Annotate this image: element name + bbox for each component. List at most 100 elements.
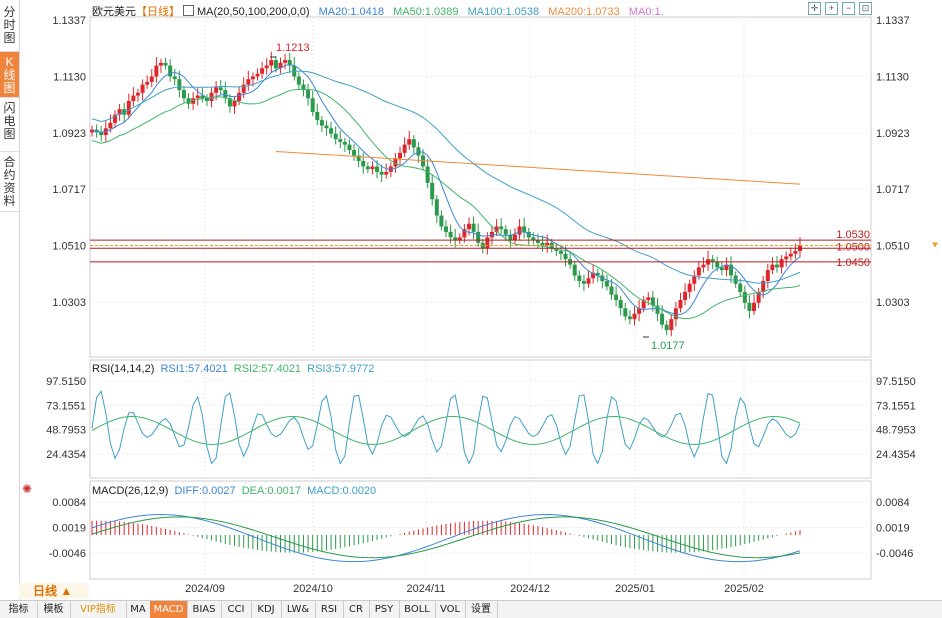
candle-body	[356, 155, 361, 161]
rsi-panel	[89, 359, 872, 479]
candle-body	[586, 278, 591, 284]
indicator-button-14[interactable]: 设置	[465, 601, 498, 618]
candle-body	[701, 264, 706, 268]
current-price-marker-icon	[932, 242, 938, 248]
tab-timeshare[interactable]: 分时图	[0, 0, 19, 52]
macd-settings-icon[interactable]: ✺	[22, 482, 33, 496]
macd-tick-label-right: 0.0019	[876, 523, 910, 535]
candle-body	[310, 98, 315, 112]
price-tick-label: 1.1337	[52, 15, 86, 27]
candle-body	[375, 166, 380, 172]
indicator-button-3[interactable]: MA	[126, 601, 151, 618]
candle-body	[342, 141, 347, 145]
candle-body	[90, 129, 94, 133]
candle-body	[324, 125, 329, 129]
macd-dea-value: DEA:0.0017	[241, 485, 302, 497]
candle-body	[99, 132, 104, 136]
indicator-button-8[interactable]: LW&	[281, 601, 316, 618]
price-tick-label: 1.0923	[52, 128, 86, 140]
tab-contract-info[interactable]: 合约资料	[0, 152, 19, 212]
candle-body	[361, 161, 366, 167]
candle-body	[333, 133, 338, 140]
candle-body	[214, 87, 219, 93]
candle-body	[512, 234, 517, 241]
rsi-tick-label-right: 73.1551	[876, 400, 916, 412]
price-tick-label: 1.1130	[53, 71, 86, 83]
candle-body	[444, 226, 448, 232]
candle-body	[503, 229, 508, 235]
candle-body	[227, 98, 232, 107]
candle-body	[264, 65, 269, 69]
candle-body	[669, 319, 674, 331]
candle-body	[154, 65, 159, 77]
candle-body	[646, 297, 651, 301]
candle-body	[742, 291, 747, 303]
macd-diff-value: DIFF:0.0027	[174, 485, 236, 497]
candle-body	[140, 84, 145, 93]
period-selector[interactable]: 日线 ▲	[19, 583, 89, 599]
candle-body	[352, 150, 357, 156]
low-price-label: 1.0177	[651, 340, 685, 352]
candle-body	[517, 226, 522, 235]
candle-body	[434, 199, 439, 216]
crosshair-icon[interactable]: ✛	[808, 2, 821, 15]
candle-body	[296, 76, 301, 85]
ma50-value: MA50:1.0389	[393, 6, 459, 18]
candle-body	[660, 313, 665, 325]
candle-body	[522, 226, 527, 232]
candle-body	[729, 264, 734, 276]
ma50-line	[91, 88, 801, 320]
candle-body	[204, 98, 209, 101]
indicator-button-12[interactable]: BOLL	[399, 601, 436, 618]
candle-body	[637, 308, 642, 314]
candle-body	[370, 166, 375, 170]
candle-body	[784, 256, 789, 260]
zoom-out-icon[interactable]: −	[842, 2, 855, 15]
tab-flash[interactable]: 闪电图	[0, 98, 19, 152]
candle-body	[301, 84, 306, 91]
candle-body	[756, 291, 761, 303]
macd-tick-label: 0.0084	[52, 497, 86, 509]
candle-body	[338, 139, 343, 142]
candle-body	[384, 171, 389, 175]
left-tab-bar: 分时图 K线图 闪电图 合约资料	[0, 0, 20, 600]
kline-chart[interactable]: 1.1337 1.1337 1.1130 1.1130 1.0923 1.0923 1.07…	[19, 0, 942, 600]
candle-body	[168, 65, 173, 77]
indicator-button-4[interactable]: MACD	[150, 601, 188, 618]
candle-body	[485, 237, 490, 249]
ma200-line	[275, 150, 801, 185]
candle-body	[558, 251, 563, 254]
zoom-in-icon[interactable]: +	[825, 2, 838, 15]
ma-toggle-icon[interactable]	[183, 5, 194, 16]
candle-body	[255, 73, 260, 77]
indicator-button-13[interactable]: VOL	[435, 601, 466, 618]
indicator-button-6[interactable]: CCI	[221, 601, 252, 618]
indicator-button-10[interactable]: CR	[343, 601, 370, 618]
candle-body	[696, 267, 701, 276]
indicator-button-2[interactable]: VIP指标	[70, 601, 127, 618]
fullscreen-icon[interactable]: ⊡	[859, 2, 872, 15]
candle-body	[540, 242, 545, 246]
indicator-button-1[interactable]: 模板	[37, 601, 71, 618]
rsi-tick-label: 73.1551	[46, 400, 86, 412]
indicator-button-5[interactable]: BIAS	[187, 601, 222, 618]
candle-body	[172, 76, 177, 80]
period-label: 【日线】	[136, 6, 180, 18]
candle-body	[241, 84, 246, 93]
indicator-button-11[interactable]: PSY	[369, 601, 400, 618]
candle-body	[158, 62, 163, 66]
candle-body	[494, 226, 499, 232]
date-tick-label: 2025/01	[615, 583, 655, 595]
indicator-button-9[interactable]: RSI	[315, 601, 344, 618]
tab-kline[interactable]: K线图	[0, 52, 19, 98]
candle-body	[476, 231, 481, 243]
ma100-value: MA100:1.0538	[467, 6, 540, 18]
indicator-button-0[interactable]: 指标	[0, 601, 38, 618]
candle-body	[149, 76, 154, 82]
candle-body	[462, 229, 467, 238]
macd-panel	[89, 480, 872, 580]
candle-body	[577, 275, 582, 281]
indicator-button-7[interactable]: KDJ	[251, 601, 282, 618]
date-tick-label: 2024/12	[510, 583, 550, 595]
candle-body	[402, 144, 407, 153]
